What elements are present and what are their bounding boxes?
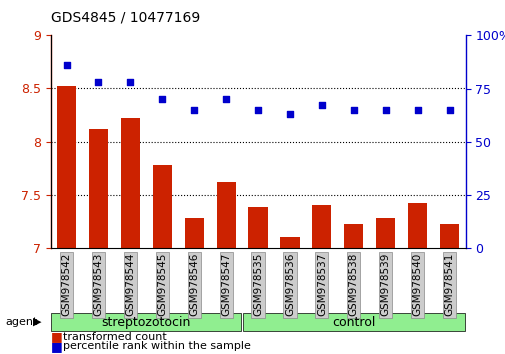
Point [349,107,357,113]
Point [444,107,452,113]
Point [158,96,166,102]
Text: control: control [331,316,375,329]
Text: GSM978544: GSM978544 [125,253,135,316]
Text: GSM978545: GSM978545 [157,253,167,316]
Bar [439,224,458,248]
Point [63,62,71,68]
Bar [184,218,204,248]
Text: streptozotocin: streptozotocin [102,316,191,329]
Text: GSM978547: GSM978547 [221,253,231,316]
Text: transformed count: transformed count [63,332,167,342]
Text: GSM978543: GSM978543 [93,253,103,316]
Bar [407,203,426,248]
Bar [121,118,140,248]
Point [126,79,134,85]
Bar [89,129,108,248]
Text: GSM978541: GSM978541 [444,253,453,316]
Bar [216,182,235,248]
Text: GSM978540: GSM978540 [412,253,422,316]
Text: GSM978535: GSM978535 [252,253,263,316]
Text: GSM978538: GSM978538 [348,253,358,316]
Point [190,107,198,113]
Text: ■: ■ [50,331,62,343]
Text: ■: ■ [50,340,62,353]
Text: GSM978537: GSM978537 [316,253,326,316]
Bar [57,86,76,248]
Point [413,107,421,113]
Bar [375,218,394,248]
Bar [343,224,363,248]
Text: percentile rank within the sample: percentile rank within the sample [63,341,250,351]
Text: GSM978542: GSM978542 [62,253,71,316]
Point [222,96,230,102]
Bar [312,205,331,248]
Text: GSM978546: GSM978546 [189,253,199,316]
Point [285,111,293,117]
Bar [248,207,267,248]
Text: agent: agent [5,317,37,327]
Bar [280,237,299,248]
Bar [153,165,172,248]
Point [381,107,389,113]
Point [317,103,325,108]
Point [254,107,262,113]
Text: ▶: ▶ [33,317,41,327]
Point [94,79,103,85]
Text: GSM978536: GSM978536 [284,253,294,316]
Text: GDS4845 / 10477169: GDS4845 / 10477169 [50,11,199,25]
Text: GSM978539: GSM978539 [380,253,390,316]
